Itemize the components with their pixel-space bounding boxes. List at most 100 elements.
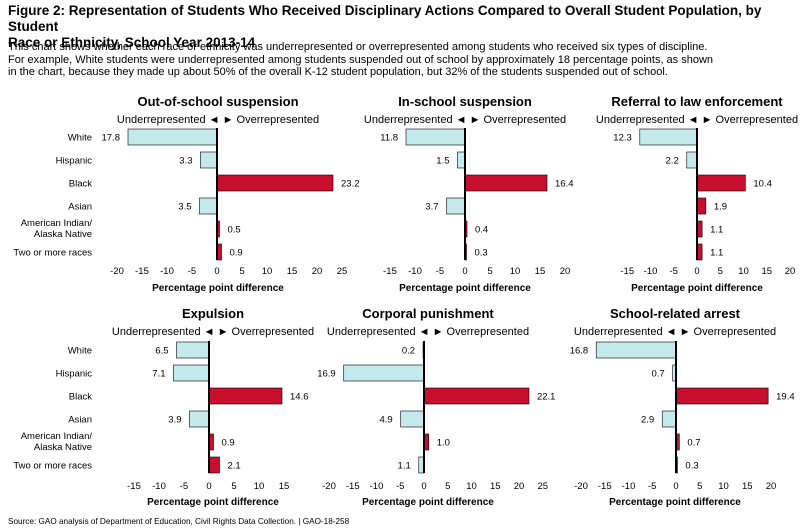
value-label: 0.9 — [222, 438, 235, 449]
tick-label: 15 — [742, 481, 753, 492]
bar — [189, 410, 210, 428]
value-label: 2.1 — [228, 461, 241, 472]
category-label: Two or more races — [13, 248, 92, 259]
figure-title-line: Race or Ethnicity, School Year 2013-14 — [8, 35, 256, 50]
value-label: 2.9 — [641, 415, 654, 426]
category-label: Two or more races — [13, 461, 92, 472]
direction-label: Underrepresented ◄ ► Overrepresented — [327, 326, 529, 338]
value-label: 22.1 — [537, 392, 556, 403]
x-axis-label: Percentage point difference — [362, 497, 494, 508]
x-axis-label: Percentage point difference — [609, 497, 741, 508]
bar — [446, 197, 466, 215]
category-label-line: Alaska Native — [34, 442, 92, 453]
tick-label: -15 — [598, 481, 612, 492]
bar — [176, 341, 210, 359]
tick-label: -5 — [180, 481, 188, 492]
tick-label: 0 — [673, 481, 678, 492]
tick-label: 20 — [766, 481, 777, 492]
tick-label: -10 — [370, 481, 384, 492]
bar — [457, 151, 466, 169]
tick-label: 0 — [421, 481, 426, 492]
category-label: White — [68, 346, 92, 357]
tick-label: 20 — [560, 266, 571, 277]
direction-label: Underrepresented ◄ ► Overrepresented — [117, 114, 319, 126]
category-label: Hispanic — [56, 369, 93, 380]
value-label: 11.8 — [380, 133, 398, 144]
bar — [173, 364, 210, 382]
bar — [639, 128, 698, 146]
tick-label: 15 — [279, 481, 290, 492]
category-label: American Indian/Alaska Native — [21, 218, 93, 240]
tick-label: 10 — [262, 266, 273, 277]
tick-label: -10 — [160, 266, 174, 277]
tick-label: 10 — [738, 266, 749, 277]
chart-panel: Corporal punishment Underrepresented ◄ ► … — [317, 306, 555, 508]
value-label: 1.1 — [710, 248, 723, 259]
figure-title-line: Figure 2: Representation of Students Who… — [8, 3, 762, 34]
direction-label: Underrepresented ◄ ► Overrepresented — [364, 114, 566, 126]
value-label: 23.2 — [341, 179, 360, 190]
value-label: 7.1 — [152, 369, 165, 380]
description-line: For example, White students were underre… — [8, 53, 714, 66]
value-label: 16.4 — [555, 179, 574, 190]
value-label: 3.7 — [425, 202, 438, 213]
value-label: 0.5 — [228, 225, 241, 236]
chart-panel: In-school suspension Underrepresented ◄ ►… — [364, 94, 574, 294]
tick-label: 5 — [697, 481, 702, 492]
tick-label: -15 — [620, 266, 634, 277]
bar — [208, 456, 220, 474]
bar — [423, 387, 530, 405]
tick-label: 10 — [718, 481, 729, 492]
value-label: 1.0 — [437, 438, 450, 449]
figure-description: This chart shows whether each race or et… — [8, 41, 793, 79]
tick-label: -5 — [436, 266, 444, 277]
category-label: Black — [69, 392, 92, 403]
category-label-line: American Indian/ — [21, 218, 93, 229]
tick-label: -10 — [408, 266, 422, 277]
tick-label: 20 — [312, 266, 323, 277]
value-label: 0.7 — [651, 369, 664, 380]
category-label: Hispanic — [56, 156, 93, 167]
bar — [199, 197, 218, 215]
value-label: 19.4 — [776, 392, 795, 403]
category-label: Asian — [68, 202, 92, 213]
tick-label: -5 — [188, 266, 196, 277]
value-label: 16.8 — [570, 346, 589, 357]
source-note: Source: GAO analysis of Department of Ed… — [8, 517, 350, 526]
tick-label: 15 — [761, 266, 772, 277]
bar — [661, 410, 677, 428]
value-label: 1.1 — [710, 225, 723, 236]
category-label: American Indian/Alaska Native — [21, 431, 93, 453]
tick-label: -5 — [670, 266, 678, 277]
tick-label: 0 — [694, 266, 699, 277]
tick-label: -15 — [346, 481, 360, 492]
value-label: 0.3 — [475, 248, 488, 259]
value-label: 0.2 — [402, 346, 415, 357]
bar — [464, 174, 548, 192]
category-label: Black — [69, 179, 92, 190]
value-label: 1.5 — [436, 156, 449, 167]
tick-label: 10 — [466, 481, 477, 492]
value-label: 16.9 — [317, 369, 336, 380]
tick-label: 10 — [254, 481, 265, 492]
category-label-line: Alaska Native — [34, 229, 92, 240]
chart-title: Expulsion — [182, 306, 244, 321]
tick-label: 0 — [206, 481, 211, 492]
tick-label: 25 — [337, 266, 348, 277]
value-label: 17.8 — [102, 133, 121, 144]
direction-label: Underrepresented ◄ ► Overrepresented — [574, 326, 776, 338]
tick-label: -5 — [396, 481, 404, 492]
value-label: 3.9 — [168, 415, 181, 426]
bar — [400, 410, 425, 428]
figure-title: Figure 2: Representation of Students Who… — [8, 3, 793, 51]
bar — [595, 341, 677, 359]
tick-label: 20 — [514, 481, 525, 492]
chart-panel: Expulsion Underrepresented ◄ ► Overrepres… — [13, 306, 314, 508]
description-line: This chart shows whether each race or et… — [8, 41, 708, 53]
tick-label: 0 — [462, 266, 467, 277]
tick-label: 0 — [214, 266, 219, 277]
tick-label: -10 — [644, 266, 658, 277]
value-label: 0.7 — [687, 438, 700, 449]
bar — [686, 151, 698, 169]
